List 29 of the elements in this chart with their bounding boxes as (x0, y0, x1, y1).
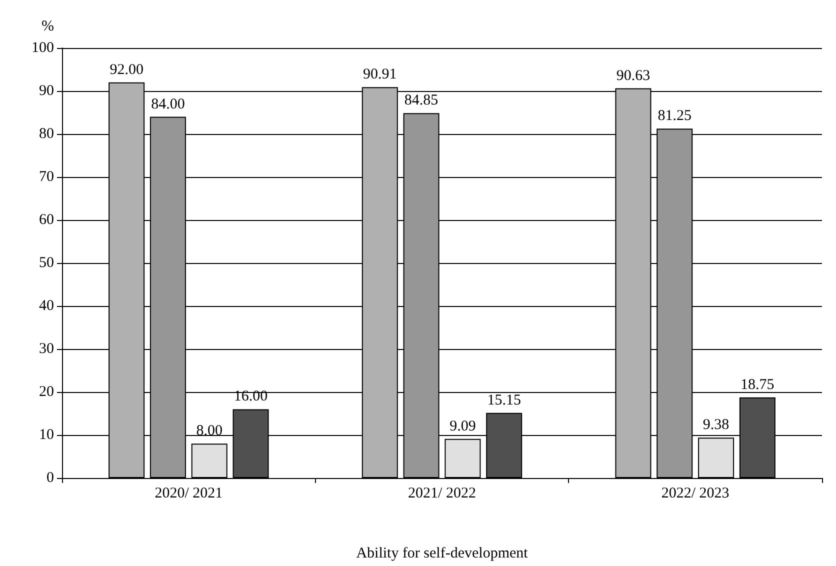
y-tick-label: 100 (32, 40, 54, 56)
x-tick-label: 2022/ 2023 (661, 486, 730, 502)
data-label: 81.25 (658, 108, 692, 124)
y-tick-label: 0 (46, 470, 54, 486)
data-label: 92.00 (110, 62, 144, 78)
data-label: 90.91 (363, 66, 397, 83)
y-tick-label: 50 (39, 255, 54, 271)
y-tick-label: 80 (39, 126, 54, 142)
data-label: 15.15 (487, 392, 521, 408)
bar (444, 438, 481, 478)
y-tick-label: 20 (39, 384, 54, 400)
y-tick-label: 90 (39, 83, 54, 99)
data-label: 8.00 (196, 423, 222, 440)
data-label: 90.63 (616, 68, 650, 84)
data-label: 9.38 (702, 417, 730, 434)
data-label: 18.75 (740, 376, 774, 393)
y-tick-label: 70 (39, 169, 54, 185)
data-label: 84.00 (151, 96, 185, 112)
y-tick-label: 30 (39, 341, 54, 357)
y-tick-label: 40 (39, 298, 54, 314)
y-tick-label: 60 (39, 212, 54, 228)
x-tick-label: 2021/ 2022 (408, 486, 476, 502)
x-tick-label: 2020/ 2021 (154, 486, 223, 502)
x-axis-title: Ability for self-development (356, 546, 529, 562)
data-label: 9.09 (450, 418, 476, 434)
y-axis-title: % (42, 18, 54, 34)
data-label: 84.85 (404, 92, 438, 109)
bar (191, 444, 228, 478)
y-tick-label: 10 (39, 427, 54, 443)
